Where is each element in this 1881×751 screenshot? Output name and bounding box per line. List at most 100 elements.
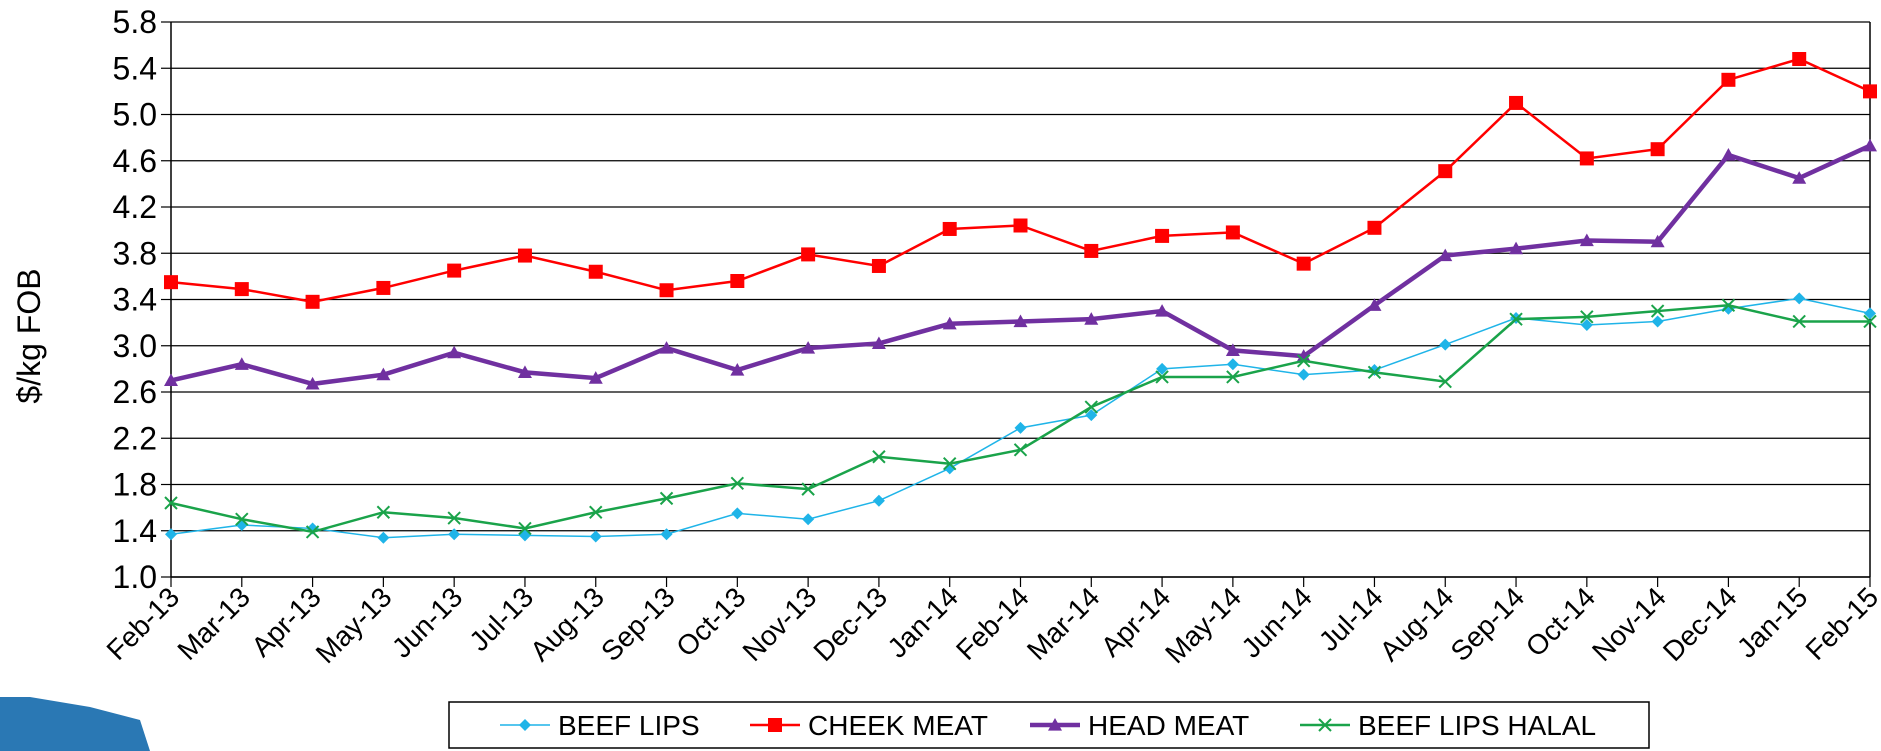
data-point-x-stroke — [659, 491, 674, 506]
data-point-x — [1509, 312, 1523, 326]
data-point-diamond — [1368, 364, 1381, 377]
data-point-x-stroke — [518, 521, 532, 536]
series-cheek-meat — [164, 52, 1877, 309]
data-point-square — [1438, 164, 1453, 179]
y-axis-label: $/kg FOB — [11, 268, 47, 403]
data-point-x-stroke — [235, 512, 249, 526]
data-point-diamond — [589, 530, 602, 543]
x-tick-labels: Feb-13Mar-13Apr-13May-13Jun-13Jul-13Aug-… — [101, 581, 1881, 669]
data-point-square — [1863, 84, 1877, 99]
data-point-square — [1721, 72, 1736, 87]
data-point-triangle — [1048, 718, 1062, 731]
data-point-x — [1580, 310, 1594, 324]
data-point-triangle — [517, 365, 532, 378]
legend-item: BEEF LIPS HALAL — [1300, 710, 1596, 741]
x-tick-label: Mar-13 — [171, 581, 256, 666]
x-tick-label: Sep-14 — [1445, 581, 1531, 667]
data-point-diamond — [1297, 368, 1310, 381]
data-point-x — [943, 456, 957, 471]
series-beef-lips — [165, 292, 1876, 544]
data-point-x-stroke — [872, 450, 886, 464]
data-point-x — [1650, 304, 1665, 318]
data-point-square — [234, 282, 249, 297]
y-tick-labels: 1.0 1.4 1.8 2.2 2.6 3.0 3.4 3.8 4.2 4.6 5.0 5.4 5.8 — [113, 4, 157, 595]
data-point-triangle — [376, 367, 391, 381]
series-line — [170, 57, 1871, 304]
x-tick-label: Jun-14 — [1235, 581, 1317, 663]
data-point-x — [305, 525, 320, 539]
data-point-x — [1226, 370, 1240, 384]
data-point-x — [376, 505, 391, 519]
data-point-x-stroke — [164, 496, 178, 510]
legend-label: BEEF LIPS — [558, 710, 700, 741]
data-point-x — [235, 512, 249, 526]
data-point-square — [1509, 95, 1524, 110]
data-point-square — [1650, 142, 1665, 157]
series-head-meat — [164, 138, 1877, 390]
y-tick-label: 3.8 — [113, 235, 157, 271]
series-layer — [164, 52, 1877, 544]
y-tick-label: 5.0 — [113, 97, 157, 133]
data-point-triangle — [1225, 343, 1240, 356]
data-point-diamond — [1651, 315, 1664, 328]
axes — [161, 21, 1871, 587]
data-point-x-stroke — [730, 476, 745, 491]
data-point-x-stroke — [801, 482, 815, 496]
legend-label: CHEEK MEAT — [808, 710, 988, 741]
data-point-diamond — [1085, 409, 1098, 422]
data-point-diamond — [165, 528, 177, 541]
data-point-square — [305, 294, 320, 309]
x-tick-label: Feb-15 — [1800, 581, 1881, 666]
data-point-x — [1863, 314, 1877, 329]
data-point-diamond — [731, 507, 744, 520]
data-point-diamond — [519, 719, 531, 731]
data-point-triangle — [871, 336, 886, 350]
data-point-x — [1438, 374, 1452, 389]
data-point-x — [872, 450, 886, 464]
data-point-x — [518, 521, 532, 536]
data-point-square — [768, 718, 782, 732]
data-point-triangle — [588, 371, 603, 384]
data-point-x-stroke — [1509, 312, 1523, 326]
data-point-x-stroke — [1155, 370, 1169, 384]
data-point-x — [589, 505, 603, 519]
y-tick-label: 1.8 — [113, 467, 157, 503]
data-point-diamond — [1439, 338, 1452, 351]
data-point-x-stroke — [1438, 374, 1452, 389]
data-point-square — [1013, 218, 1028, 233]
data-point-x — [659, 491, 674, 506]
data-point-triangle — [942, 316, 957, 330]
data-point-square — [1367, 220, 1382, 235]
data-point-x-stroke — [1367, 365, 1382, 380]
legend: BEEF LIPS CHEEK MEAT HEAD MEAT BEEF LIPS HA… — [448, 701, 1650, 749]
x-tick-label: Feb-14 — [950, 581, 1035, 666]
legend-box — [448, 701, 1650, 749]
x-tick-label: Dec-13 — [807, 581, 893, 667]
data-point-triangle — [1863, 138, 1877, 152]
data-point-triangle — [1721, 147, 1736, 161]
y-tick-label: 2.2 — [113, 420, 157, 456]
data-point-square — [942, 221, 957, 236]
legend-label: BEEF LIPS HALAL — [1358, 710, 1596, 741]
legend-item: CHEEK MEAT — [750, 710, 988, 741]
gridlines — [171, 21, 1870, 578]
data-point-x — [1155, 370, 1169, 384]
data-point-x-stroke — [1226, 370, 1240, 384]
legend-item: BEEF LIPS — [500, 710, 700, 741]
data-point-diamond — [1156, 362, 1169, 375]
data-point-triangle — [801, 341, 816, 354]
data-point-triangle — [1509, 241, 1524, 255]
data-point-triangle — [1792, 171, 1807, 184]
data-point-x-stroke — [447, 511, 461, 525]
y-tick-label: 5.4 — [113, 50, 157, 86]
data-point-x-stroke — [1296, 354, 1311, 368]
data-point-square — [164, 275, 178, 290]
data-point-square — [1084, 243, 1099, 258]
data-point-x-stroke — [589, 505, 603, 519]
data-point-triangle — [447, 345, 462, 359]
data-point-x-stroke — [1013, 443, 1028, 457]
data-point-triangle — [1367, 298, 1382, 311]
data-point-x — [447, 511, 461, 525]
decorative-corner-shape — [0, 697, 150, 751]
data-point-x-stroke — [1318, 718, 1332, 732]
